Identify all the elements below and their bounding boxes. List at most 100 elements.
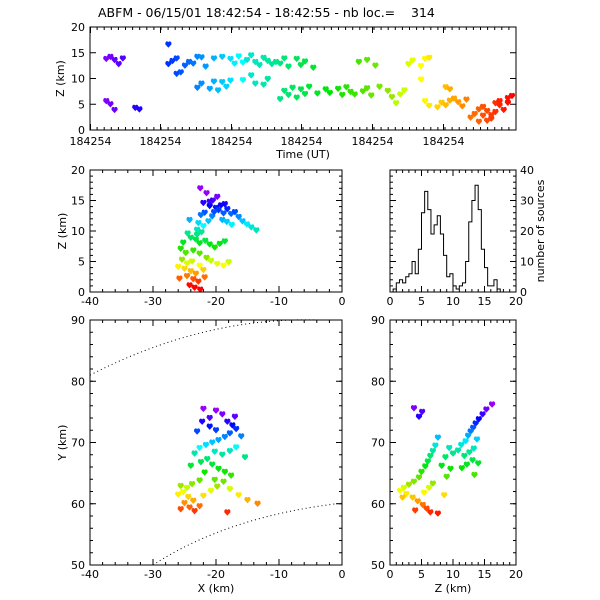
time-height-ytick-label: 10 xyxy=(71,73,85,86)
z-histogram-xtick-label: 5 xyxy=(418,295,425,308)
time-height-point xyxy=(264,57,271,65)
x-z-point xyxy=(203,254,210,262)
time-height-xtick-label: 184254 xyxy=(211,135,253,148)
z-y-point xyxy=(470,424,477,432)
time-height-point xyxy=(239,76,247,84)
time-height-point xyxy=(181,62,189,69)
time-height-point xyxy=(252,58,259,66)
x-y-point xyxy=(226,430,233,437)
x-y-ylabel: Y (km) xyxy=(56,425,69,462)
time-height-point xyxy=(190,60,197,67)
time-height-point xyxy=(405,60,412,68)
z-y-point xyxy=(441,492,448,499)
x-y-point xyxy=(177,506,184,513)
x-y-frame xyxy=(89,319,343,566)
x-z-point xyxy=(243,221,250,228)
x-y-point xyxy=(190,497,197,504)
time-height-point xyxy=(504,94,511,102)
x-z-point xyxy=(205,218,212,225)
x-y-point xyxy=(211,448,218,455)
time-height-point xyxy=(277,60,284,67)
z-y-point xyxy=(420,489,428,496)
time-height-point xyxy=(426,54,433,62)
x-z-point xyxy=(195,219,202,227)
z-y-point xyxy=(429,447,436,455)
time-height-point xyxy=(343,84,350,91)
x-y-ytick-label: 80 xyxy=(71,375,85,388)
x-z-point xyxy=(211,244,218,251)
time-height-point xyxy=(401,87,408,94)
x-y-point xyxy=(231,413,239,421)
x-z-point xyxy=(207,257,215,265)
time-height-point xyxy=(310,64,317,71)
z-y-point xyxy=(422,463,429,470)
z-y-point xyxy=(466,449,473,456)
time-height-point xyxy=(500,106,507,114)
x-y-point xyxy=(238,433,245,440)
time-height-point xyxy=(248,52,255,59)
x-z-point xyxy=(231,208,239,216)
x-z-point xyxy=(214,260,221,268)
time-height-point xyxy=(326,89,333,97)
z-y-point xyxy=(488,401,496,408)
time-height-point xyxy=(351,91,358,98)
x-z-point xyxy=(253,227,260,234)
time-height-point xyxy=(173,55,180,62)
x-z-point xyxy=(206,241,213,248)
x-y-point xyxy=(193,428,201,435)
time-height-point xyxy=(223,83,230,90)
time-height-point xyxy=(231,60,238,67)
z-y-point xyxy=(434,510,441,517)
x-y-point xyxy=(219,411,226,418)
x-z-point xyxy=(176,275,183,282)
z-histogram-ytick-label: 0 xyxy=(520,286,527,299)
time-height-point xyxy=(455,99,462,106)
time-height-point xyxy=(504,99,511,106)
time-height-xtick-label: 184254 xyxy=(281,135,323,148)
time-height-ylabel: Z (km) xyxy=(54,60,67,97)
x-y-point xyxy=(219,451,226,458)
x-y-point xyxy=(175,491,182,498)
x-z-ytick-label: 15 xyxy=(71,195,85,208)
time-height-point xyxy=(417,76,425,83)
x-z-point xyxy=(197,185,204,192)
x-y-point xyxy=(211,476,218,484)
time-height-point xyxy=(165,60,172,68)
time-height-point xyxy=(285,91,292,99)
time-height-point xyxy=(467,114,474,121)
x-z-ytick-label: 0 xyxy=(78,286,85,299)
time-height-point xyxy=(115,60,122,68)
x-y-point xyxy=(244,496,251,504)
x-z-point xyxy=(184,230,191,237)
z-y-point xyxy=(414,498,421,505)
x-y-point xyxy=(206,423,213,430)
x-z-point xyxy=(196,262,203,270)
time-height-point xyxy=(293,55,300,63)
x-y-point xyxy=(209,461,216,468)
x-y-point xyxy=(200,492,207,500)
x-y-xtick-label: -10 xyxy=(270,568,288,581)
time-height-point xyxy=(136,106,143,113)
x-y-point xyxy=(221,433,228,441)
time-height-point xyxy=(426,102,433,110)
z-y-point xyxy=(465,432,472,440)
time-height-point xyxy=(194,84,201,92)
z-histogram-xtick-label: 10 xyxy=(446,295,460,308)
z-y-ytick-label: 70 xyxy=(371,437,385,450)
figure-title: ABFM - 06/15/01 18:42:54 - 18:42:55 - nb… xyxy=(98,5,435,20)
x-z-xtick-label: -10 xyxy=(270,295,288,308)
x-z-point xyxy=(191,284,198,291)
time-height-frame xyxy=(89,26,517,131)
x-y-point xyxy=(177,482,184,490)
z-y-point xyxy=(462,438,469,445)
time-height-point xyxy=(397,91,404,98)
x-z-point xyxy=(196,240,203,247)
z-y-ytick-label: 50 xyxy=(371,559,385,572)
x-z-point xyxy=(190,247,197,254)
time-height-point xyxy=(281,87,288,95)
x-z-point xyxy=(225,259,232,266)
x-z-point xyxy=(186,216,193,224)
time-height-point xyxy=(355,58,362,66)
x-z-point xyxy=(203,190,210,197)
